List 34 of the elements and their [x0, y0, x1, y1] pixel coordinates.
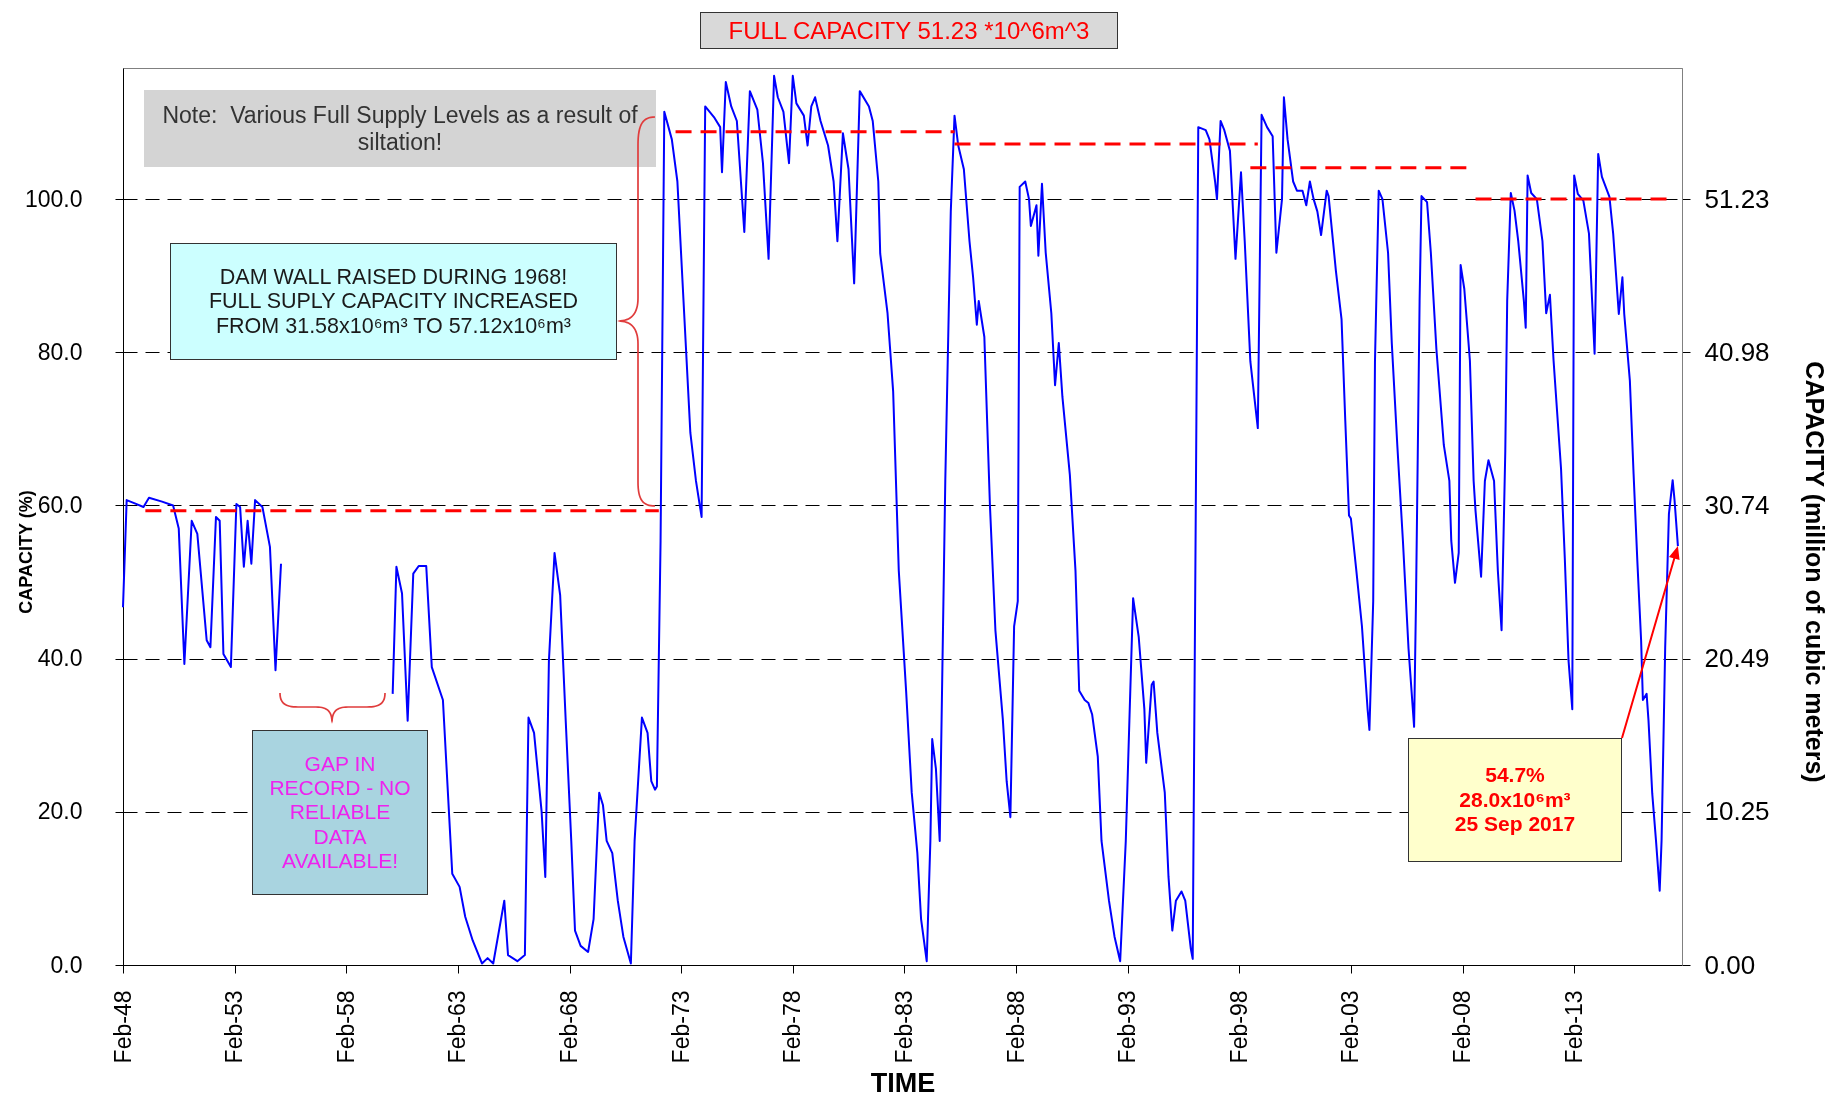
- x-tick-label: Feb-73: [667, 990, 694, 1064]
- y2-tick-label: 0.00: [1704, 949, 1756, 980]
- y-tick-label: 100.0: [24, 185, 83, 212]
- y2-tick-label: 10.25: [1704, 796, 1770, 827]
- y-tick-label: 80.0: [37, 338, 83, 365]
- y2-tick-label: 20.49: [1704, 643, 1770, 674]
- x-tick-label: Feb-93: [1114, 990, 1141, 1064]
- y2-axis-title: CAPACITY (million of cubic meters): [1800, 361, 1829, 783]
- y-tick-label: 0.0: [50, 951, 83, 978]
- annotation: DAM WALL RAISED DURING 1968! FULL SUPLY CAPACITY INCREASED FROM 31.58x10⁶m³ TO 57.12x10⁶m³: [208, 264, 579, 339]
- x-tick-label: Feb-08: [1449, 990, 1476, 1064]
- x-tick-label: Feb-68: [556, 990, 582, 1064]
- x-tick-label: Feb-78: [779, 990, 806, 1064]
- annotation: 54.7% 28.0x10⁶m³ 25 Sep 2017: [1454, 763, 1576, 837]
- y-tick-label: 40.0: [37, 645, 83, 672]
- annotation: Note: Various Full Supply Levels as a result of siltation!: [162, 101, 638, 156]
- x-tick-label: Feb-03: [1337, 990, 1364, 1064]
- y2-tick-label: 30.74: [1704, 489, 1770, 520]
- y-tick-label: 60.0: [37, 491, 83, 518]
- x-tick-label: Feb-98: [1225, 990, 1252, 1064]
- x-tick-label: Feb-88: [1002, 990, 1029, 1064]
- x-axis-title: TIME: [870, 1068, 936, 1099]
- annotation: GAP IN RECORD - NO RELIABLE DATA AVAILABLE!: [269, 751, 411, 874]
- y2-tick-label: 51.23: [1704, 183, 1770, 214]
- x-tick-label: Feb-48: [109, 990, 136, 1064]
- x-tick-label: Feb-58: [332, 990, 359, 1064]
- x-tick-label: Feb-53: [221, 990, 248, 1064]
- x-tick-label: Feb-13: [1560, 990, 1587, 1064]
- x-tick-label: Feb-63: [444, 990, 471, 1064]
- y-tick-label: 20.0: [37, 798, 83, 825]
- chart-title: FULL CAPACITY 51.23 *10^6m^3: [728, 17, 1090, 44]
- y-axis-title: CAPACITY (%): [15, 490, 36, 614]
- x-tick-label: Feb-83: [890, 990, 917, 1064]
- y2-tick-label: 40.98: [1704, 336, 1770, 367]
